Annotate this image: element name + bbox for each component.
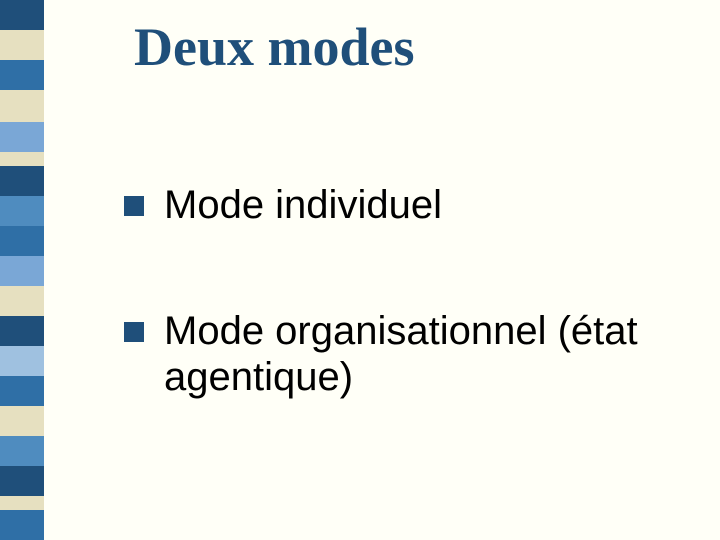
sidebar-block bbox=[0, 122, 44, 152]
sidebar-block bbox=[0, 30, 44, 60]
sidebar-block bbox=[0, 316, 44, 346]
sidebar-block bbox=[0, 0, 44, 30]
sidebar-block bbox=[0, 436, 44, 466]
sidebar-accent bbox=[0, 0, 44, 540]
sidebar-block bbox=[0, 256, 44, 286]
slide-content: Deux modes Mode individuel Mode organisat… bbox=[44, 0, 720, 540]
square-bullet-icon bbox=[124, 322, 144, 342]
bullet-text: Mode organisationnel (état agentique) bbox=[164, 308, 684, 400]
sidebar-block bbox=[0, 286, 44, 316]
sidebar-block bbox=[0, 196, 44, 226]
sidebar-block bbox=[0, 152, 44, 166]
sidebar-block bbox=[0, 226, 44, 256]
sidebar-block bbox=[0, 510, 44, 540]
square-bullet-icon bbox=[124, 196, 144, 216]
bullet-list: Mode individuel Mode organisationnel (éta… bbox=[124, 182, 684, 400]
sidebar-block bbox=[0, 60, 44, 90]
bullet-item: Mode organisationnel (état agentique) bbox=[124, 308, 684, 400]
sidebar-block bbox=[0, 496, 44, 510]
sidebar-block bbox=[0, 166, 44, 196]
sidebar-block bbox=[0, 406, 44, 436]
sidebar-block bbox=[0, 376, 44, 406]
sidebar-block bbox=[0, 466, 44, 496]
sidebar-block bbox=[0, 90, 44, 122]
sidebar-block bbox=[0, 346, 44, 376]
slide-title: Deux modes bbox=[134, 18, 415, 77]
bullet-text: Mode individuel bbox=[164, 182, 442, 228]
bullet-item: Mode individuel bbox=[124, 182, 684, 228]
